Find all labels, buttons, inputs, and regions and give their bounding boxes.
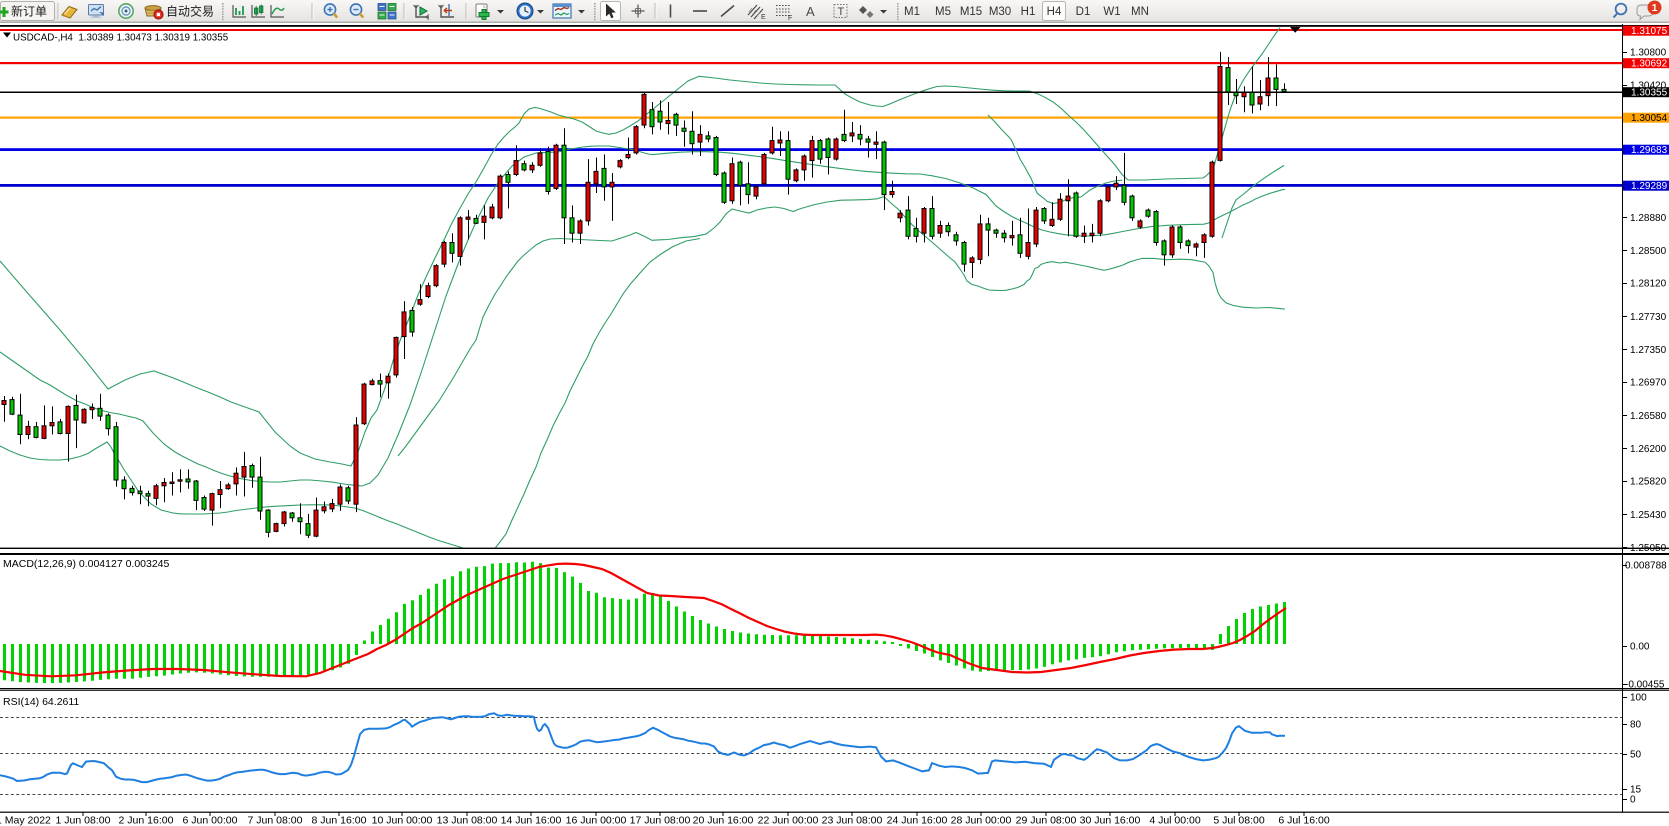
svg-text:20 Jun 16:00: 20 Jun 16:00 bbox=[693, 815, 754, 826]
svg-text:22 Jun 00:00: 22 Jun 00:00 bbox=[758, 815, 819, 826]
svg-text:1.30692: 1.30692 bbox=[1631, 58, 1668, 69]
svg-text:A: A bbox=[806, 4, 815, 19]
svg-text:H1: H1 bbox=[1021, 6, 1036, 18]
svg-text:1.30355: 1.30355 bbox=[1631, 87, 1668, 98]
svg-text:5 Jul 08:00: 5 Jul 08:00 bbox=[1213, 815, 1265, 826]
svg-text:0: 0 bbox=[1630, 794, 1636, 805]
svg-text:1.28120: 1.28120 bbox=[1630, 279, 1667, 290]
svg-text:-0.00455: -0.00455 bbox=[1625, 679, 1665, 690]
svg-text:1.25050: 1.25050 bbox=[1630, 543, 1667, 554]
svg-text:2 Jun 16:00: 2 Jun 16:00 bbox=[119, 815, 174, 826]
svg-text:24 Jun 16:00: 24 Jun 16:00 bbox=[887, 815, 948, 826]
svg-text:RSI(14) 64.2611: RSI(14) 64.2611 bbox=[3, 696, 79, 708]
svg-text:H4: H4 bbox=[1047, 6, 1062, 18]
svg-text:80: 80 bbox=[1630, 719, 1642, 730]
svg-text:1.30800: 1.30800 bbox=[1630, 48, 1667, 59]
svg-text:M5: M5 bbox=[935, 6, 951, 18]
svg-text:50: 50 bbox=[1630, 749, 1642, 760]
svg-text:7 Jun 08:00: 7 Jun 08:00 bbox=[248, 815, 303, 826]
svg-text:E: E bbox=[761, 14, 766, 21]
svg-text:6 Jun 00:00: 6 Jun 00:00 bbox=[183, 815, 238, 826]
svg-text:1.25430: 1.25430 bbox=[1630, 510, 1667, 521]
svg-text:17 Jun 08:00: 17 Jun 08:00 bbox=[630, 815, 691, 826]
svg-text:1 May 2022: 1 May 2022 bbox=[0, 815, 51, 826]
svg-text:新订单: 新订单 bbox=[11, 4, 47, 19]
svg-text:1.30420: 1.30420 bbox=[1630, 80, 1667, 91]
svg-text:1.27350: 1.27350 bbox=[1630, 345, 1667, 356]
svg-text:30 Jun 16:00: 30 Jun 16:00 bbox=[1080, 815, 1141, 826]
svg-text:USDCAD-,H4 1.30389 1.30473 1.: USDCAD-,H4 1.30389 1.30473 1.30319 1.303… bbox=[13, 33, 229, 44]
svg-text:1.28880: 1.28880 bbox=[1630, 213, 1667, 224]
svg-text:13 Jun 08:00: 13 Jun 08:00 bbox=[437, 815, 498, 826]
svg-text:1.26970: 1.26970 bbox=[1630, 378, 1667, 389]
svg-text:0.00: 0.00 bbox=[1630, 641, 1650, 652]
svg-text:W1: W1 bbox=[1103, 6, 1120, 18]
svg-text:1.27730: 1.27730 bbox=[1630, 312, 1667, 323]
svg-text:1.26580: 1.26580 bbox=[1630, 411, 1667, 422]
svg-text:10 Jun 00:00: 10 Jun 00:00 bbox=[372, 815, 433, 826]
svg-text:28 Jun 00:00: 28 Jun 00:00 bbox=[951, 815, 1012, 826]
svg-text:4 Jul 00:00: 4 Jul 00:00 bbox=[1149, 815, 1201, 826]
svg-text:自动交易: 自动交易 bbox=[166, 4, 214, 19]
svg-text:16 Jun 00:00: 16 Jun 00:00 bbox=[566, 815, 627, 826]
svg-text:1.31075: 1.31075 bbox=[1631, 26, 1668, 37]
svg-text:MACD(12,26,9) 0.004127 0.00324: MACD(12,26,9) 0.004127 0.003245 bbox=[3, 558, 170, 570]
svg-text:M15: M15 bbox=[960, 6, 982, 18]
svg-text:1.29289: 1.29289 bbox=[1631, 181, 1668, 192]
svg-text:D1: D1 bbox=[1076, 6, 1091, 18]
svg-text:1.26200: 1.26200 bbox=[1630, 444, 1667, 455]
svg-text:1.25820: 1.25820 bbox=[1630, 477, 1667, 488]
svg-text:1.30054: 1.30054 bbox=[1631, 113, 1668, 124]
svg-text:15: 15 bbox=[1630, 784, 1642, 795]
svg-text:1.29683: 1.29683 bbox=[1631, 145, 1668, 156]
svg-text:MN: MN bbox=[1131, 6, 1149, 18]
svg-text:14 Jun 16:00: 14 Jun 16:00 bbox=[501, 815, 562, 826]
svg-text:6 Jul 16:00: 6 Jul 16:00 bbox=[1278, 815, 1330, 826]
svg-text:0.008788: 0.008788 bbox=[1625, 560, 1667, 571]
svg-text:T: T bbox=[838, 6, 845, 18]
svg-text:8 Jun 16:00: 8 Jun 16:00 bbox=[312, 815, 367, 826]
svg-text:M1: M1 bbox=[904, 6, 920, 18]
svg-text:100: 100 bbox=[1630, 692, 1647, 703]
svg-text:29 Jun 08:00: 29 Jun 08:00 bbox=[1016, 815, 1077, 826]
svg-text:23 Jun 08:00: 23 Jun 08:00 bbox=[822, 815, 883, 826]
svg-text:1: 1 bbox=[1652, 2, 1658, 14]
svg-text:1.28500: 1.28500 bbox=[1630, 246, 1667, 257]
svg-text:1 Jun 08:00: 1 Jun 08:00 bbox=[56, 815, 111, 826]
svg-text:M30: M30 bbox=[989, 6, 1011, 18]
svg-text:F: F bbox=[788, 15, 792, 22]
